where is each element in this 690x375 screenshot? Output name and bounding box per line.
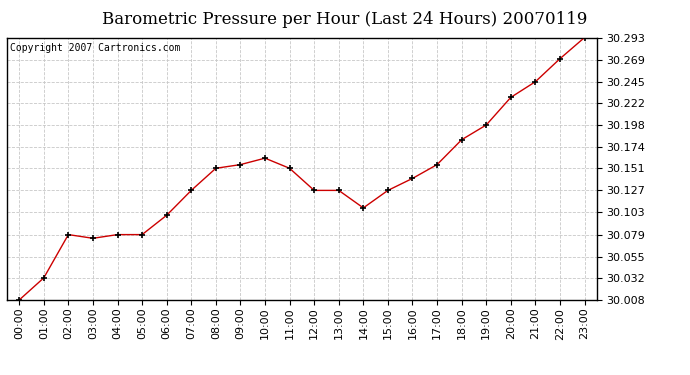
Text: Copyright 2007 Cartronics.com: Copyright 2007 Cartronics.com	[10, 43, 180, 53]
Text: Barometric Pressure per Hour (Last 24 Hours) 20070119: Barometric Pressure per Hour (Last 24 Ho…	[102, 11, 588, 28]
